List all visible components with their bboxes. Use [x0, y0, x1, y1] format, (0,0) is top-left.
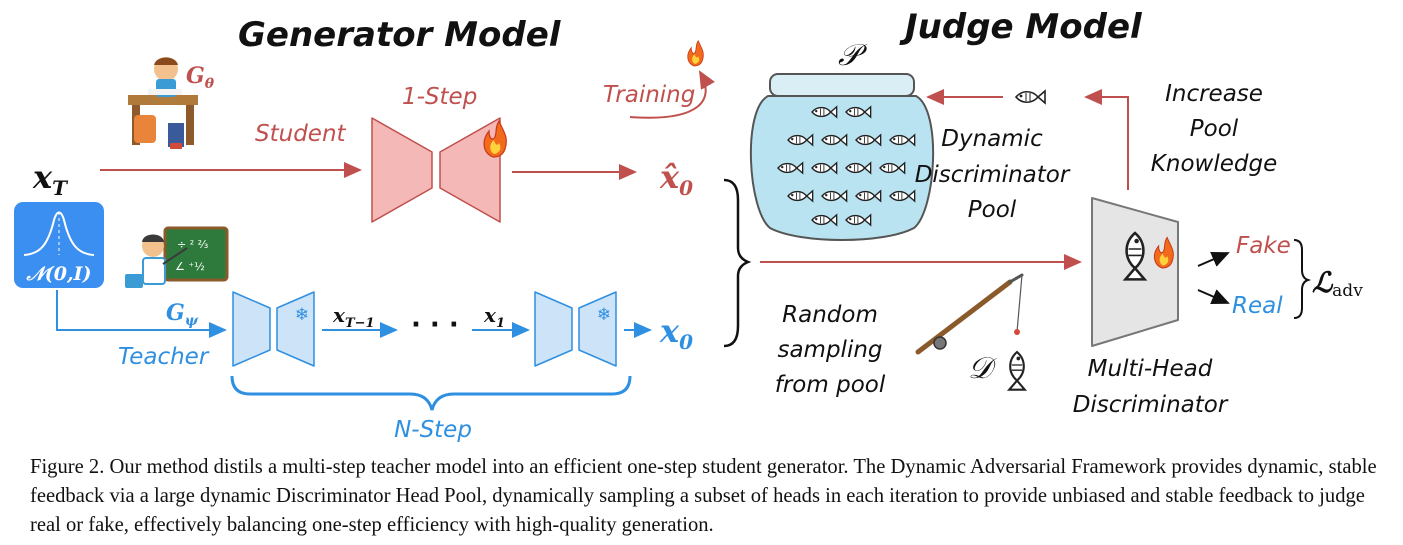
- intermediate-symbol-2: x1: [483, 303, 505, 331]
- training-label: Training: [603, 82, 695, 108]
- teacher-output-symbol: x0: [659, 312, 693, 354]
- fake-label: Fake: [1236, 233, 1291, 259]
- pool-symbol: 𝒫: [838, 38, 868, 73]
- figure-caption: Figure 2. Our method distils a multi-ste…: [30, 456, 1377, 536]
- judge-heading: Judge Model: [899, 7, 1143, 47]
- sampling-line1: Random: [782, 302, 878, 328]
- loss-symbol: ℒadv: [1312, 266, 1363, 301]
- n-step-label: N-Step: [394, 417, 472, 443]
- framework-diagram: Generator Model Judge Model Gθ Student x…: [14, 7, 1363, 443]
- pool-label-line3: Pool: [968, 197, 1017, 223]
- discriminator-to-fish-arrow: [1084, 89, 1129, 190]
- jar-icon: [749, 73, 935, 241]
- intermediate-symbol-1: xT−1: [332, 303, 375, 331]
- disc-label-line1: Multi-Head: [1088, 356, 1213, 382]
- student-label: Student: [255, 121, 347, 147]
- real-label: Real: [1232, 293, 1283, 319]
- input-symbol: xT: [32, 158, 69, 200]
- generator-heading: Generator Model: [238, 15, 562, 55]
- teacher-input-arrow: [56, 290, 227, 338]
- student-output-symbol: x̂0: [659, 158, 693, 200]
- student-icon: [128, 57, 198, 149]
- loss-brace: [1293, 239, 1312, 319]
- fire-icon: [687, 40, 704, 67]
- ellipsis: · · ·: [411, 310, 459, 340]
- real-arrow: [1197, 289, 1230, 304]
- one-step-label: 1-Step: [402, 84, 477, 110]
- svg-text:∠ ⁺½: ∠ ⁺½: [175, 260, 205, 273]
- increase-line2: Pool: [1190, 116, 1239, 142]
- student-one-step-block: [371, 117, 501, 223]
- merge-brace: [723, 178, 752, 348]
- n-step-brace: [230, 375, 632, 411]
- fake-arrow: [1197, 252, 1230, 267]
- fishing-rod-icon: [915, 273, 1024, 355]
- pool-label-line2: Discriminator: [915, 162, 1071, 188]
- fish-icon: [1008, 350, 1026, 391]
- teacher-label: Teacher: [118, 344, 210, 370]
- training-loop-arrow: [629, 70, 715, 119]
- disc-label-line2: Discriminator: [1073, 392, 1229, 418]
- teacher-icon: ÷ ² ⅔ ∠ ⁺½: [125, 226, 229, 288]
- increase-line3: Knowledge: [1151, 151, 1277, 177]
- sampling-line3: from pool: [775, 372, 886, 398]
- teacher-block-first: [232, 291, 315, 367]
- teacher-symbol: Gψ: [166, 300, 199, 329]
- snowflake-icon: ❄: [295, 305, 309, 325]
- teacher-block-last: [534, 291, 617, 367]
- increase-line1: Increase: [1165, 81, 1263, 107]
- fish-icon: [1015, 90, 1046, 104]
- student-symbol: Gθ: [186, 63, 215, 92]
- snowflake-icon: ❄: [597, 305, 611, 325]
- noise-label: 𝒩(0,I): [26, 263, 92, 285]
- pool-label-line1: Dynamic: [941, 126, 1043, 152]
- sampling-line2: sampling: [777, 337, 882, 363]
- svg-text:÷ ² ⅔: ÷ ² ⅔: [177, 238, 209, 251]
- data-symbol: 𝒟: [968, 351, 997, 386]
